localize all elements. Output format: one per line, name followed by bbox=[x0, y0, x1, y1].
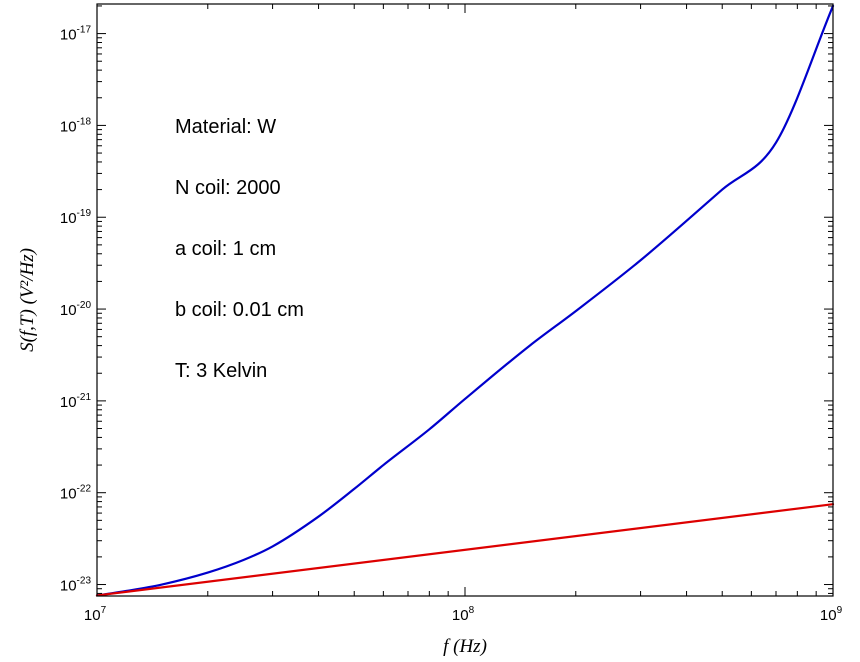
y-tick-label: 10-18 bbox=[60, 116, 92, 135]
y-tick-label: 10-20 bbox=[60, 300, 92, 319]
y-tick-label: 10-19 bbox=[60, 208, 92, 227]
y-tick-label: 10-23 bbox=[60, 576, 92, 595]
y-tick-label: 10-22 bbox=[60, 484, 92, 503]
annotation-text: Material: W bbox=[175, 116, 276, 138]
annotation-text: T: 3 Kelvin bbox=[175, 360, 267, 382]
x-axis-title: f (Hz) bbox=[443, 636, 487, 657]
x-tick-label: 109 bbox=[820, 605, 843, 624]
x-tick-label: 107 bbox=[84, 605, 107, 624]
x-tick-label: 108 bbox=[452, 605, 475, 624]
annotation-text: b coil: 0.01 cm bbox=[175, 299, 304, 321]
annotation-layer: Material: W N coil: 2000 a coil: 1 cm b coi… bbox=[175, 116, 304, 382]
y-tick-label: 10-21 bbox=[60, 392, 92, 411]
annotation-text: a coil: 1 cm bbox=[175, 238, 276, 260]
y-tick-label: 10-17 bbox=[60, 25, 92, 44]
y-axis-title: S(f,T) (V²/Hz) bbox=[17, 248, 38, 352]
series-line-2 bbox=[97, 504, 833, 595]
annotation-text: N coil: 2000 bbox=[175, 177, 281, 199]
